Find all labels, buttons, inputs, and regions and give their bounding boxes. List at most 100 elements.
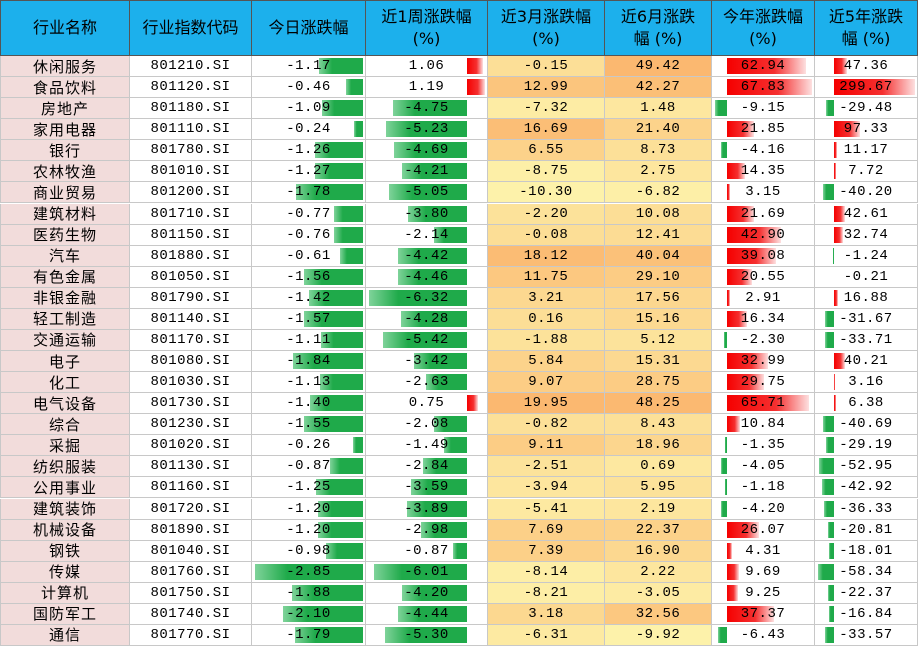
data-cell: 801890.SI (130, 519, 252, 541)
data-cell: -40.69 (815, 414, 918, 436)
data-cell: -2.20 (488, 203, 605, 225)
value-text: 801210.SI (150, 58, 231, 75)
value-text: 801110.SI (150, 121, 231, 138)
data-cell: -1.13 (252, 372, 366, 394)
data-cell: -0.15 (488, 56, 605, 78)
data-cell: -2.10 (252, 603, 366, 625)
data-cell: 9.07 (488, 372, 605, 394)
data-bar (309, 289, 363, 306)
data-cell: -2.30 (712, 329, 815, 351)
data-cell: 801010.SI (130, 161, 252, 183)
data-cell: 42.90 (712, 224, 815, 246)
industry-name: 纺织服装 (0, 456, 130, 478)
industry-name: 电子 (0, 351, 130, 373)
name-text: 建筑装饰 (32, 500, 97, 519)
value-text: 1.48 (640, 100, 676, 117)
data-cell: -0.46 (252, 77, 366, 99)
value-text: -1.56 (286, 268, 331, 285)
industry-name: 有色金属 (0, 266, 130, 288)
value-text: -10.30 (519, 184, 573, 201)
data-cell: -0.98 (252, 540, 366, 562)
value-text: 1.06 (408, 58, 445, 75)
value-text: 20.55 (740, 268, 786, 285)
value-text: -2.10 (286, 605, 331, 622)
data-cell: 67.83 (712, 77, 815, 99)
value-text: 5.95 (640, 479, 676, 496)
value-text: 42.27 (635, 79, 681, 96)
data-bar (819, 458, 834, 475)
value-text: 801710.SI (150, 205, 231, 222)
value-text: -1.55 (286, 416, 331, 433)
data-cell: 29.10 (605, 266, 712, 288)
data-cell: -1.17 (252, 56, 366, 78)
value-text: 7.39 (528, 542, 564, 559)
data-cell: 801770.SI (130, 624, 252, 646)
name-text: 采掘 (48, 436, 81, 455)
value-text: 801720.SI (150, 500, 231, 517)
value-text: -5.05 (404, 184, 449, 201)
value-text: -1.40 (286, 395, 331, 412)
data-cell: 18.12 (488, 245, 605, 267)
value-text: 8.43 (640, 416, 676, 433)
data-cell: 801180.SI (130, 98, 252, 120)
data-cell: -42.92 (815, 477, 918, 499)
name-text: 机械设备 (32, 521, 97, 540)
value-text: -6.01 (404, 563, 449, 580)
data-cell: 2.91 (712, 287, 815, 309)
data-cell: -20.81 (815, 519, 918, 541)
header-cell: 行业指数代码 (130, 0, 252, 56)
data-cell: 65.71 (712, 393, 815, 415)
name-text: 计算机 (40, 584, 89, 603)
data-bar (466, 58, 483, 75)
value-text: 801230.SI (150, 416, 231, 433)
data-cell: 801120.SI (130, 77, 252, 99)
value-text: 9.11 (528, 437, 564, 454)
data-cell: -3.89 (366, 498, 488, 520)
data-bar (304, 416, 363, 433)
data-cell: 28.75 (605, 372, 712, 394)
data-cell: 17.56 (605, 287, 712, 309)
data-cell: 48.25 (605, 393, 712, 415)
data-bar (726, 374, 764, 391)
value-text: -4.20 (404, 584, 449, 601)
data-bar (828, 542, 834, 559)
data-cell: 9.69 (712, 561, 815, 583)
value-text: 10.84 (740, 416, 786, 433)
value-text: 2.75 (640, 163, 676, 180)
data-bar (453, 542, 467, 559)
value-text: 22.37 (635, 521, 681, 538)
data-bar (314, 163, 363, 180)
value-text: 801770.SI (150, 626, 231, 643)
value-text: -42.92 (839, 479, 893, 496)
value-text: -0.98 (286, 542, 331, 559)
value-text: 299.67 (839, 79, 893, 96)
data-cell: 801730.SI (130, 393, 252, 415)
value-text: 32.74 (843, 226, 889, 243)
industry-name: 传媒 (0, 561, 130, 583)
data-cell: 14.35 (712, 161, 815, 183)
industry-name: 医药生物 (0, 224, 130, 246)
data-cell: -1.25 (252, 477, 366, 499)
value-text: 39.08 (740, 247, 786, 264)
value-text: -4.16 (740, 142, 786, 159)
value-text: 801740.SI (150, 605, 231, 622)
value-text: -1.17 (286, 58, 331, 75)
value-text: 32.56 (635, 605, 681, 622)
value-text: -2.30 (740, 331, 786, 348)
data-bar (818, 563, 834, 580)
data-cell: -5.05 (366, 182, 488, 204)
value-text: -3.59 (404, 479, 449, 496)
data-cell: 2.75 (605, 161, 712, 183)
data-bar (726, 521, 760, 538)
value-text: 3.21 (528, 289, 564, 306)
data-bar (320, 374, 363, 391)
industry-name: 交通运输 (0, 329, 130, 351)
data-cell: 2.22 (605, 561, 712, 583)
data-cell: -29.19 (815, 435, 918, 457)
data-cell: 7.72 (815, 161, 918, 183)
data-bar (726, 184, 731, 201)
data-cell: -3.42 (366, 351, 488, 373)
value-text: -0.46 (286, 79, 331, 96)
value-text: 15.16 (635, 310, 681, 327)
name-text: 通信 (48, 626, 81, 645)
